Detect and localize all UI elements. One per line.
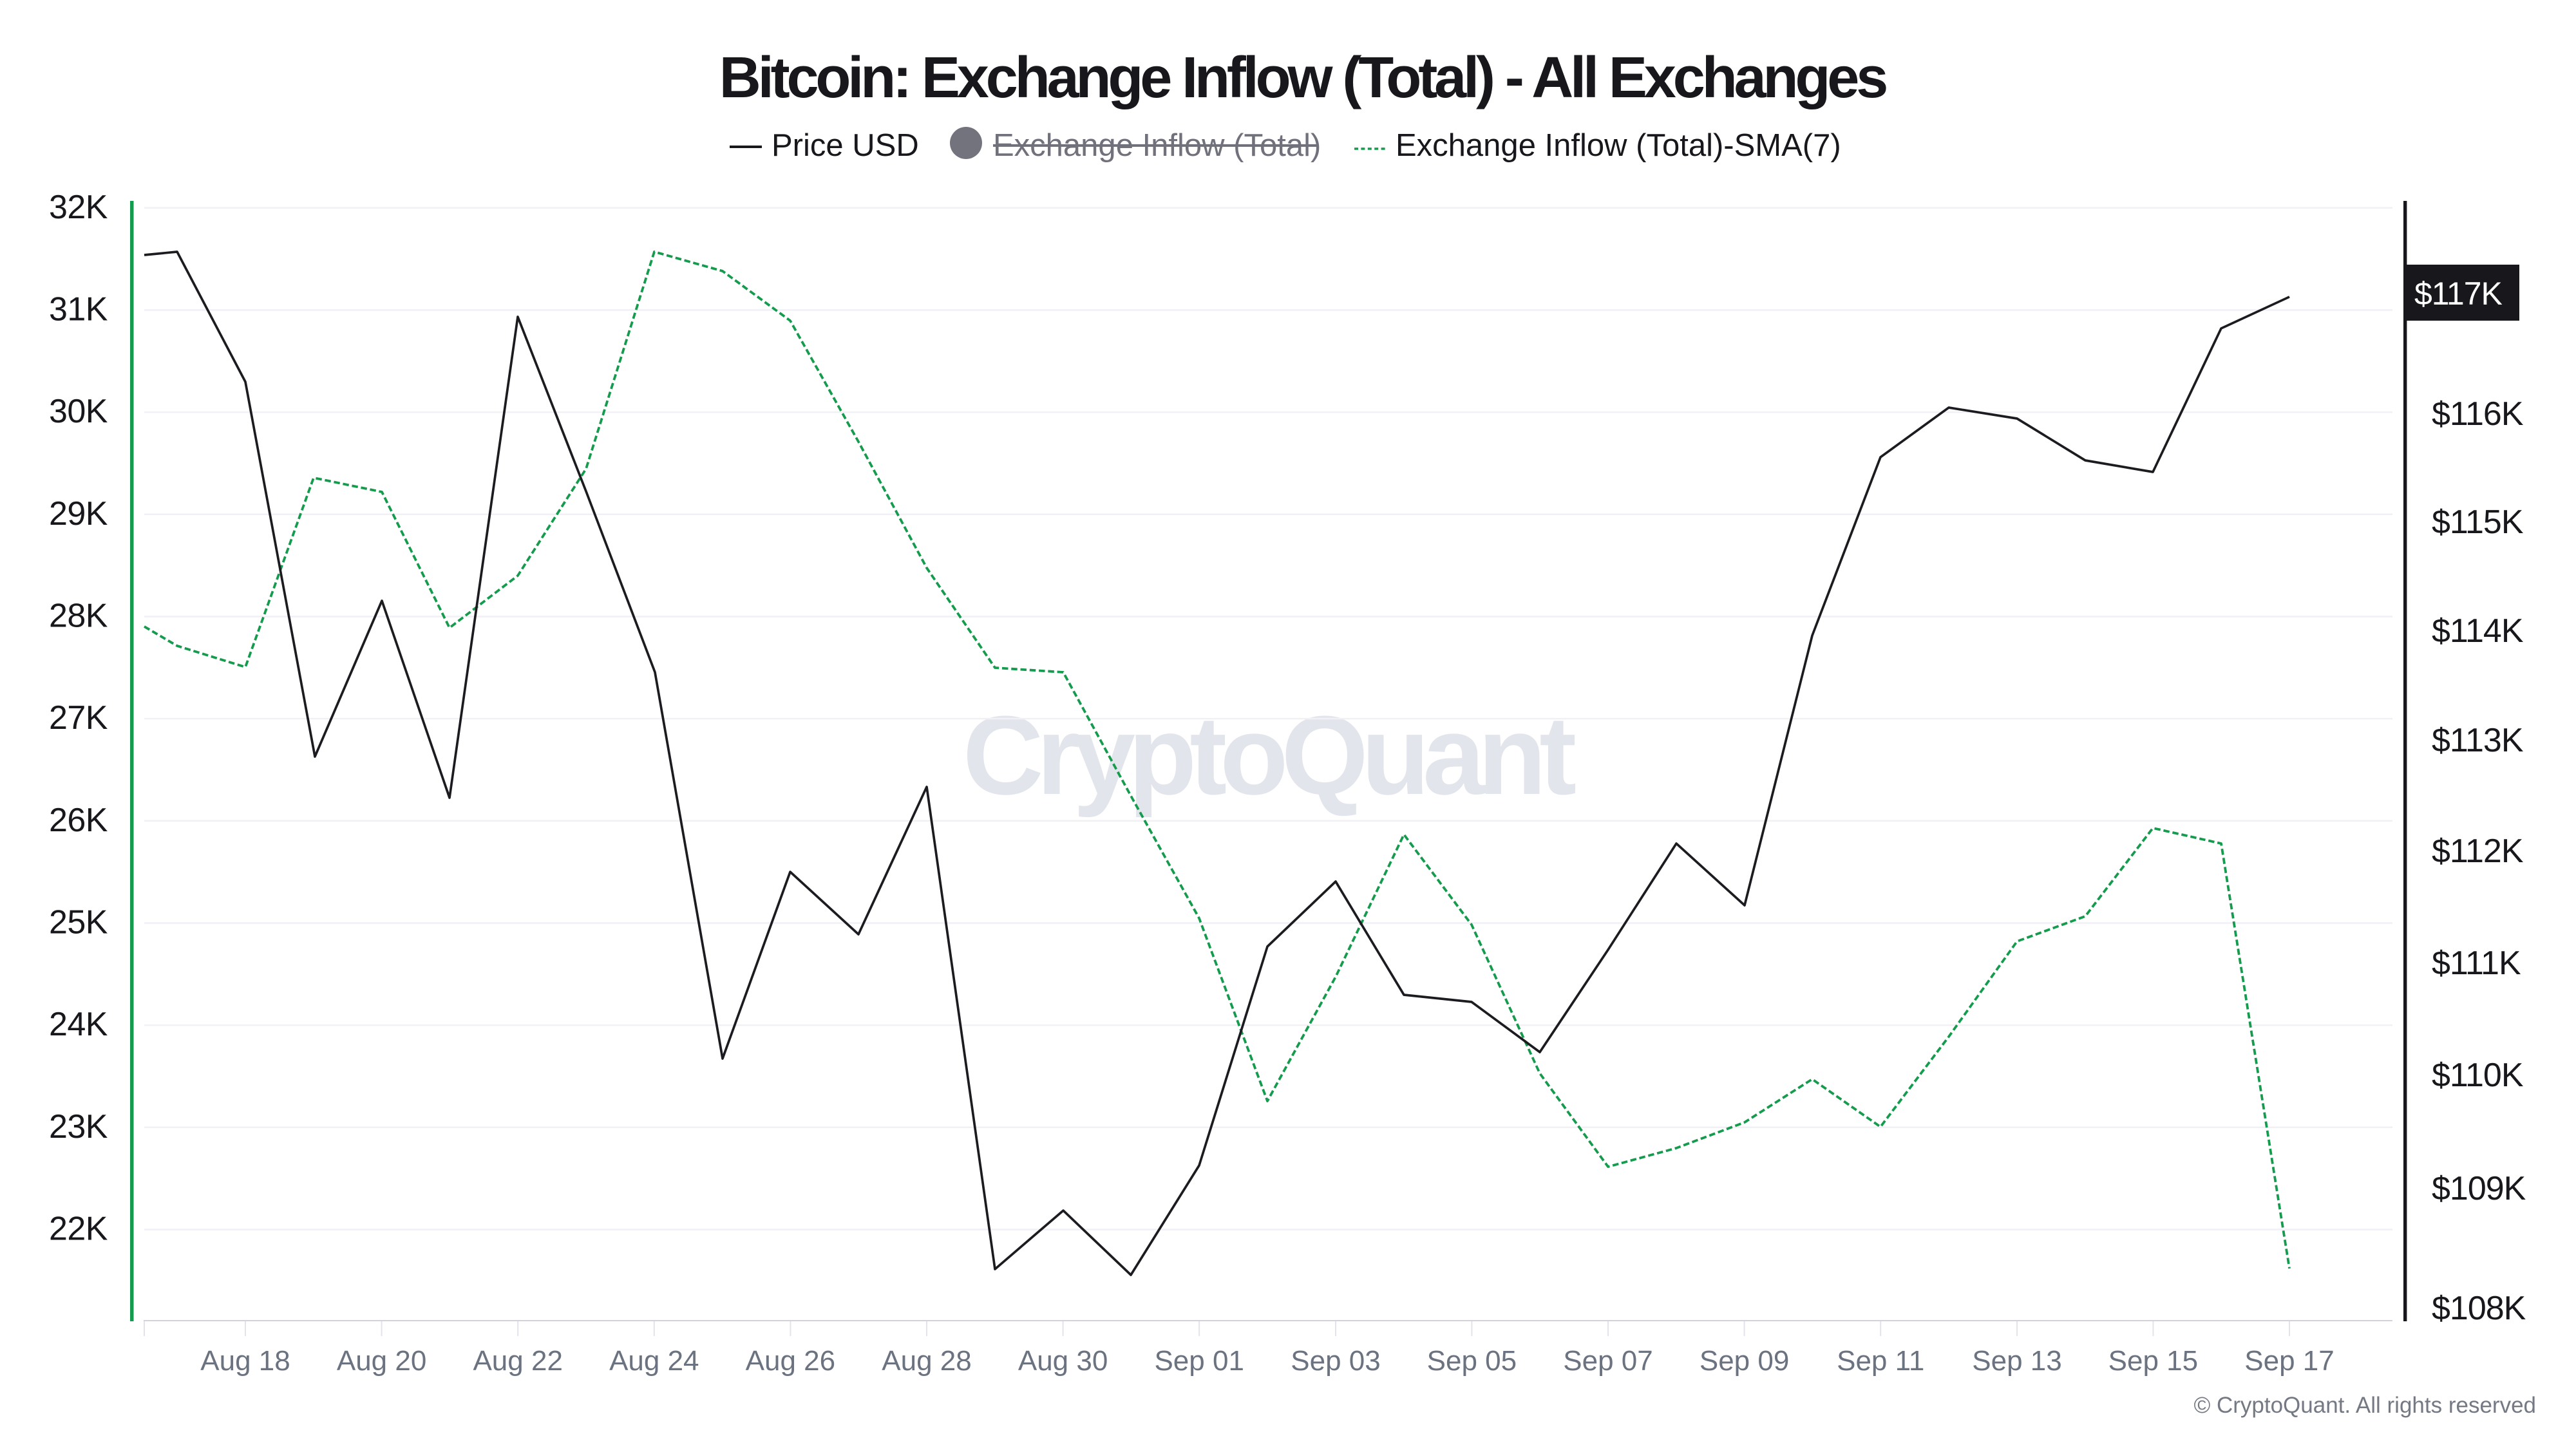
svg-text:$117K: $117K: [2414, 276, 2503, 312]
svg-text:29K: 29K: [49, 495, 108, 533]
svg-text:$108K: $108K: [2432, 1290, 2526, 1327]
svg-text:Aug 22: Aug 22: [473, 1345, 562, 1377]
svg-text:© CryptoQuant. All rights rese: © CryptoQuant. All rights reserved: [2193, 1393, 2536, 1418]
svg-text:25K: 25K: [49, 904, 108, 941]
svg-text:22K: 22K: [49, 1211, 108, 1248]
svg-text:Aug 24: Aug 24: [609, 1345, 699, 1377]
svg-text:Sep 13: Sep 13: [1972, 1345, 2061, 1377]
svg-text:Aug 28: Aug 28: [882, 1345, 971, 1377]
svg-text:Price USD: Price USD: [772, 128, 919, 163]
svg-text:Sep 15: Sep 15: [2108, 1345, 2198, 1377]
svg-text:Sep 11: Sep 11: [1837, 1345, 1924, 1377]
svg-text:$115K: $115K: [2432, 504, 2524, 541]
svg-text:Sep 17: Sep 17: [2244, 1345, 2334, 1377]
svg-text:$113K: $113K: [2432, 722, 2524, 759]
svg-text:CryptoQuant: CryptoQuant: [963, 692, 1575, 818]
svg-text:$109K: $109K: [2432, 1170, 2526, 1207]
svg-text:Aug 18: Aug 18: [200, 1345, 290, 1377]
svg-text:Aug 26: Aug 26: [746, 1345, 835, 1377]
svg-text:$110K: $110K: [2432, 1057, 2524, 1094]
svg-text:23K: 23K: [49, 1108, 108, 1146]
svg-text:26K: 26K: [49, 802, 108, 839]
svg-text:32K: 32K: [49, 189, 108, 226]
svg-text:Aug 20: Aug 20: [337, 1345, 426, 1377]
svg-text:24K: 24K: [49, 1006, 108, 1043]
svg-text:Sep 01: Sep 01: [1154, 1345, 1244, 1377]
svg-text:Sep 09: Sep 09: [1700, 1345, 1789, 1377]
svg-text:Aug 30: Aug 30: [1018, 1345, 1108, 1377]
svg-text:$111K: $111K: [2432, 945, 2521, 982]
svg-text:$112K: $112K: [2432, 833, 2524, 870]
svg-text:31K: 31K: [49, 291, 108, 328]
svg-text:Bitcoin: Exchange Inflow (Tota: Bitcoin: Exchange Inflow (Total) - All E…: [719, 46, 1886, 110]
svg-text:27K: 27K: [49, 699, 108, 737]
svg-text:Sep 03: Sep 03: [1291, 1345, 1380, 1377]
svg-text:28K: 28K: [49, 598, 108, 635]
svg-text:$114K: $114K: [2432, 612, 2524, 650]
svg-text:$116K: $116K: [2432, 395, 2524, 433]
svg-text:Sep 05: Sep 05: [1427, 1345, 1517, 1377]
svg-text:30K: 30K: [49, 393, 108, 430]
svg-text:Exchange Inflow (Total)-SMA(7): Exchange Inflow (Total)-SMA(7): [1396, 128, 1841, 163]
svg-text:Sep 07: Sep 07: [1563, 1345, 1653, 1377]
